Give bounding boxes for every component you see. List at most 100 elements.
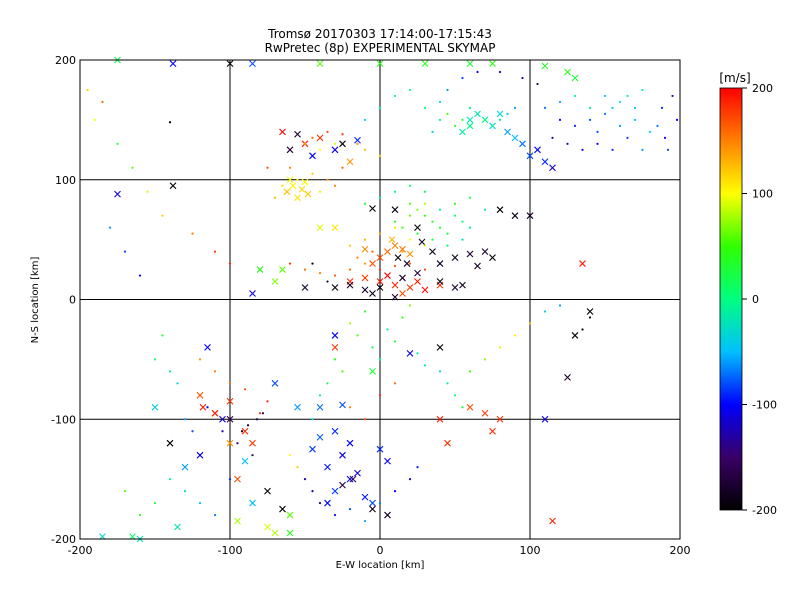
point-cross [264, 487, 271, 495]
point-dot [581, 328, 584, 331]
point-dot [498, 118, 502, 121]
point-cross [376, 254, 384, 261]
point-cross [391, 293, 399, 301]
point-cross [361, 493, 369, 501]
point-dot [431, 220, 434, 223]
point-dot [408, 478, 412, 481]
y-tick-label: -200 [51, 533, 76, 546]
point-cross [394, 254, 402, 261]
point-cross [369, 290, 376, 297]
point-dot [438, 208, 442, 211]
colorbar-tick-label: 100 [752, 188, 773, 201]
point-dot [198, 501, 202, 505]
point-cross [436, 415, 444, 423]
point-cross [399, 290, 406, 297]
point-dot [378, 232, 382, 235]
point-dot [618, 100, 622, 104]
point-dot [491, 124, 494, 127]
point-cross [361, 286, 369, 294]
point-dot [408, 184, 412, 187]
point-cross [234, 517, 241, 525]
point-cross [249, 60, 256, 67]
point-cross [331, 284, 339, 291]
point-dot [603, 112, 607, 115]
point-dot [446, 232, 449, 235]
point-dot [483, 118, 487, 121]
point-cross [429, 248, 436, 255]
point-cross [249, 439, 256, 447]
point-dot [408, 214, 412, 217]
point-dot [108, 226, 112, 229]
point-dot [326, 280, 329, 283]
point-dot [438, 226, 442, 229]
point-dot [348, 268, 352, 271]
point-cross [369, 260, 376, 267]
point-dot [393, 382, 397, 385]
point-dot [243, 388, 247, 391]
point-cross [436, 260, 444, 267]
point-dot [161, 214, 164, 217]
point-dot [393, 226, 397, 229]
point-cross [301, 284, 309, 291]
point-cross [151, 403, 159, 411]
point-dot [573, 94, 577, 98]
point-dot [378, 106, 382, 109]
point-dot [311, 262, 314, 265]
point-dot [86, 88, 89, 92]
point-dot [641, 148, 644, 151]
point-dot [176, 382, 179, 385]
point-cross [174, 523, 181, 531]
point-dot [341, 166, 344, 169]
point-cross [339, 481, 346, 489]
point-dot [123, 490, 127, 493]
y-tick-label: 200 [55, 54, 76, 67]
point-dot [446, 244, 449, 247]
point-dot [461, 220, 464, 223]
point-cross [331, 146, 339, 154]
point-cross [391, 206, 399, 214]
point-cross [249, 499, 256, 507]
point-dot [288, 262, 292, 265]
point-dot [258, 412, 262, 415]
point-cross [496, 415, 504, 423]
point-cross [489, 60, 496, 67]
colorbar-tick-labels: 200 100 0 -100 -200 [742, 82, 777, 517]
point-dot [266, 400, 269, 403]
point-dot [416, 208, 419, 211]
point-cross [331, 332, 339, 339]
point-dot [378, 268, 382, 271]
point-cross [466, 250, 474, 258]
point-dot [626, 94, 629, 98]
point-dot [161, 334, 164, 337]
point-dot [438, 118, 442, 121]
grid-lines [80, 60, 680, 539]
point-cross [399, 274, 406, 282]
point-dot [363, 202, 367, 205]
y-tick-label: 0 [69, 294, 76, 307]
point-cross [226, 439, 234, 447]
chart-subtitle: RwPretec (8p) EXPERIMENTAL SKYMAP [265, 41, 496, 55]
point-dot [261, 412, 265, 415]
point-dot [543, 106, 547, 109]
point-cross [511, 134, 519, 142]
point-dot [633, 118, 637, 121]
point-dot [228, 262, 232, 265]
point-cross [384, 511, 391, 519]
y-axis-label: N-S location [km] [30, 257, 41, 344]
point-cross [579, 260, 586, 267]
point-cross [526, 212, 534, 220]
point-dot [198, 358, 202, 361]
point-dot [333, 513, 337, 517]
point-cross [289, 182, 297, 190]
point-dot [191, 430, 194, 433]
point-dot [93, 118, 97, 121]
x-tick-label: 0 [377, 544, 384, 557]
point-cross [346, 158, 354, 166]
point-dot [318, 190, 322, 193]
point-cross [549, 164, 556, 172]
x-tick-label: 100 [520, 544, 541, 557]
point-dot [468, 106, 472, 109]
point-cross [384, 248, 391, 255]
point-cross [166, 439, 174, 447]
